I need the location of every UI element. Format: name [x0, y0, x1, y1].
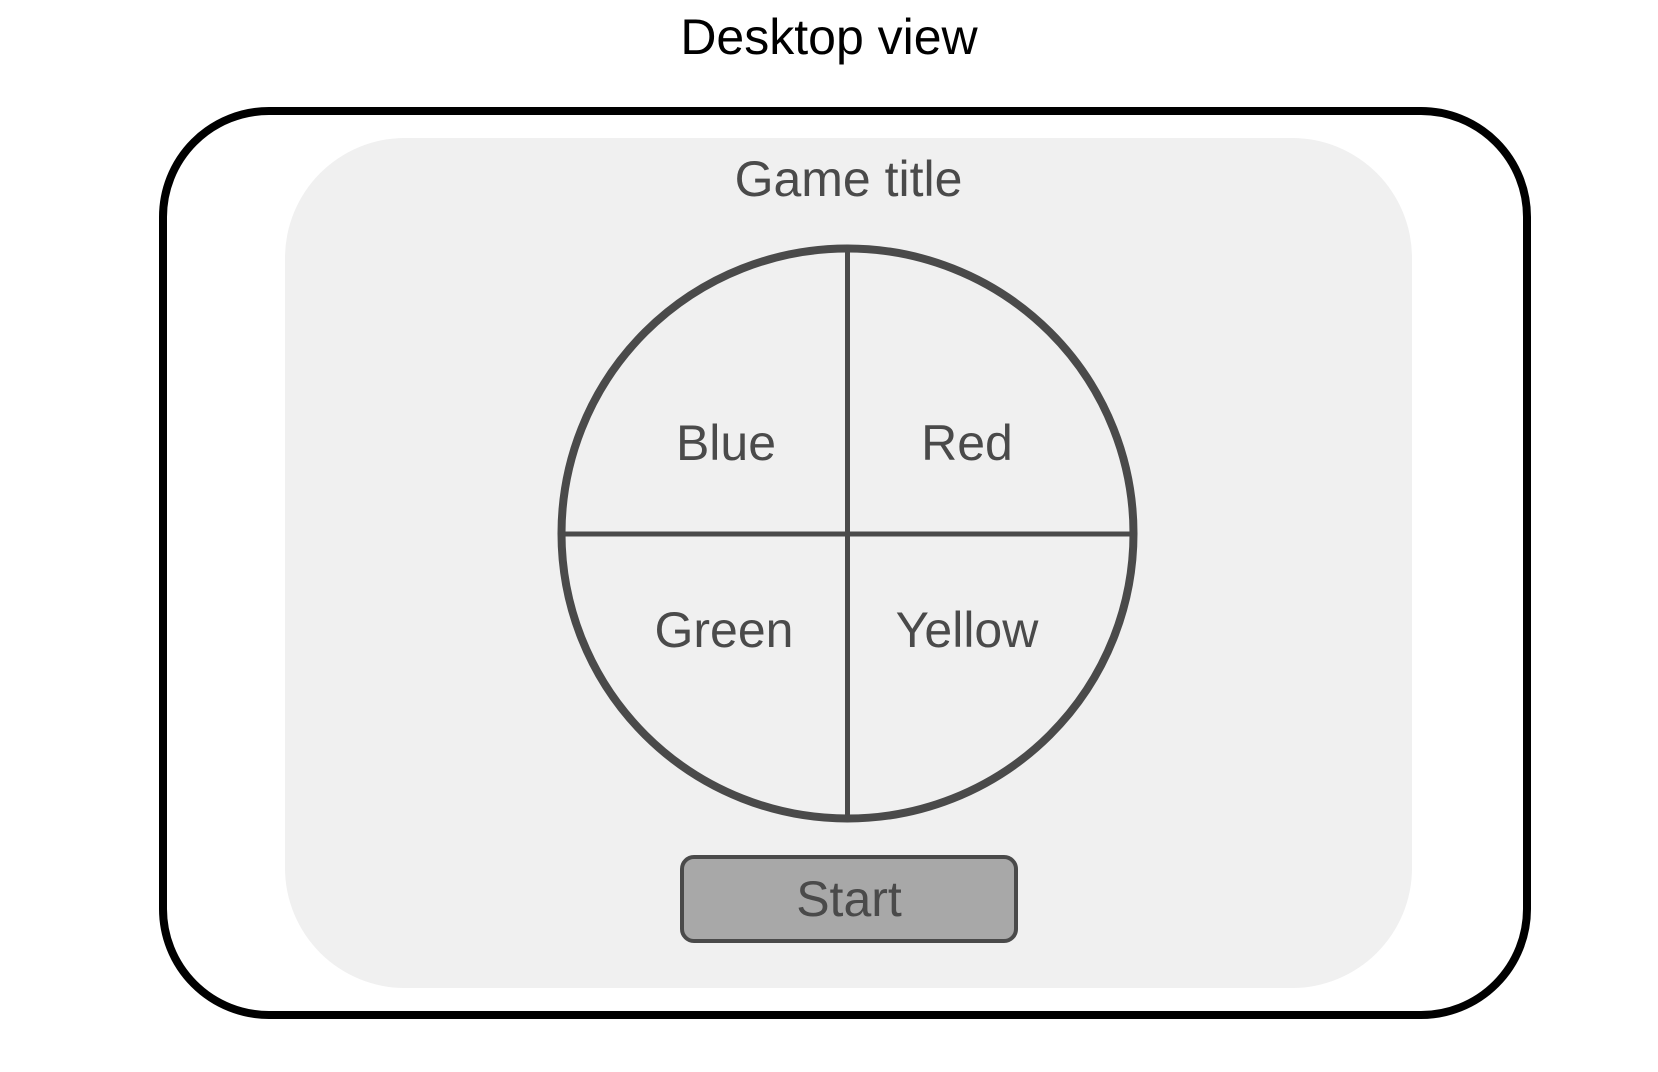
color-wheel-board [556, 243, 1139, 824]
start-button[interactable]: Start [680, 855, 1018, 943]
view-title: Desktop view [680, 9, 978, 65]
segment-red[interactable]: Red [921, 415, 1013, 471]
segment-blue[interactable]: Blue [675, 415, 777, 471]
segment-yellow[interactable]: Yellow [895, 602, 1039, 658]
color-wheel-graphic [557, 244, 1138, 823]
segment-green[interactable]: Green [654, 602, 794, 658]
game-title: Game title [734, 151, 963, 207]
